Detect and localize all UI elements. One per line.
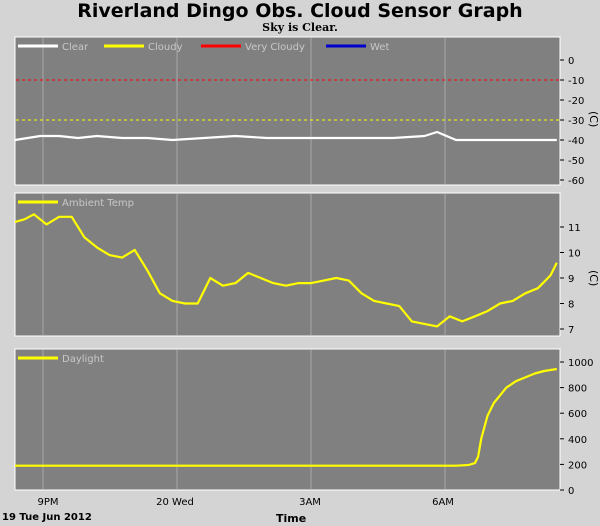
- y-tick-label: -30: [568, 116, 584, 127]
- y-tick-label: 0: [568, 486, 574, 497]
- x-axis-title: Time: [276, 512, 307, 525]
- series-line: [14, 130, 557, 142]
- y-tick-label: 600: [568, 409, 587, 420]
- y-tick-label: 1000: [568, 358, 593, 369]
- x-tick-label: 9PM: [37, 497, 58, 508]
- panel-cloud: [14, 36, 561, 186]
- x-tick-label: 20 Wed: [156, 497, 194, 508]
- y-tick-label: 400: [568, 435, 587, 446]
- panel-daylight: [14, 348, 561, 491]
- y-tick-label: -10: [568, 76, 584, 87]
- panel-ambient: [14, 192, 561, 337]
- page-title: Riverland Dingo Obs. Cloud Sensor Graph: [77, 0, 523, 22]
- legend-label: Cloudy: [148, 42, 183, 53]
- series-line: [15, 367, 557, 467]
- y-tick-label: 0: [568, 56, 574, 67]
- y-tick-label: 8: [568, 300, 574, 311]
- y-tick-label: -50: [568, 156, 584, 167]
- legend-label: Wet: [370, 42, 389, 53]
- y-tick-label: -20: [568, 96, 584, 107]
- series-line: [14, 213, 558, 328]
- y-tick-label: 9: [568, 274, 574, 285]
- legend-label: Very Cloudy: [245, 42, 305, 53]
- legend-label: Daylight: [62, 354, 104, 365]
- y-tick-label: 800: [568, 384, 587, 395]
- date-label: 19 Tue Jun 2012: [2, 512, 92, 523]
- y-tick-label: 10: [568, 249, 581, 260]
- y-tick-label: -40: [568, 136, 584, 147]
- y-tick-label: -60: [568, 176, 584, 187]
- y-axis-unit: (C): [587, 111, 600, 127]
- x-tick-label: 3AM: [299, 497, 321, 508]
- y-tick-label: 200: [568, 460, 587, 471]
- sky-status: Sky is Clear.: [262, 21, 338, 34]
- legend-label: Ambient Temp: [62, 198, 134, 209]
- y-tick-label: 7: [568, 325, 574, 336]
- x-tick-label: 6AM: [432, 497, 454, 508]
- y-tick-label: 11: [568, 223, 581, 234]
- legend-label: Clear: [62, 42, 89, 53]
- y-axis-unit: (C): [587, 270, 600, 286]
